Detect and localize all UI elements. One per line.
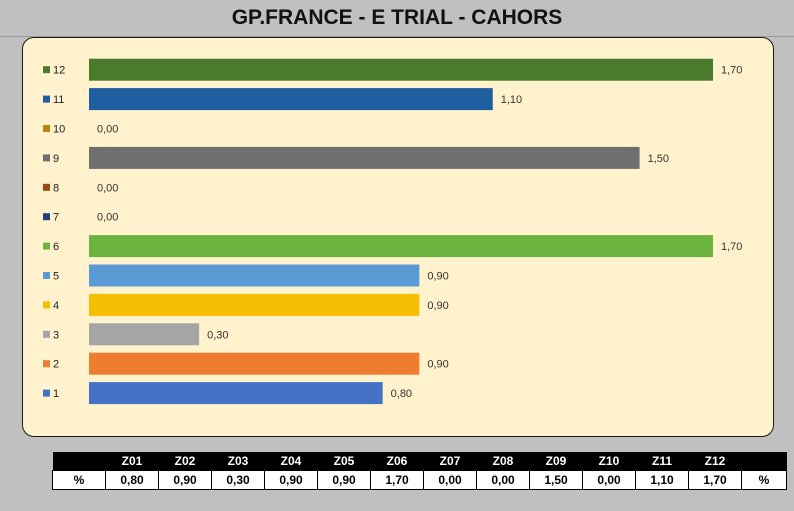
table-value-cell: 0,90: [264, 469, 318, 490]
category-label: 7: [53, 212, 59, 224]
table-value-cell: 0,30: [211, 469, 265, 490]
table-header-cell: Z10: [582, 452, 636, 470]
title-divider: [0, 36, 794, 37]
category-marker-4: [43, 301, 50, 309]
value-label: 1,50: [648, 153, 669, 165]
table-header-row: Z01 Z02 Z03 Z04 Z05 Z06 Z07 Z08 Z09 Z10 Z11 Z12: [52, 452, 787, 470]
table-header-cell: Z07: [423, 452, 477, 470]
category-marker-9: [43, 154, 50, 162]
table-value-cell: %: [52, 469, 106, 490]
category-label: 9: [53, 153, 59, 165]
table-value-cell: 0,00: [423, 469, 477, 490]
category-label: 8: [53, 182, 59, 194]
value-label: 0,30: [207, 329, 228, 341]
chart-title: GP.FRANCE - E TRIAL - CAHORS: [231, 6, 563, 29]
value-label: 0,90: [427, 300, 448, 312]
table-header-cell: Z05: [317, 452, 371, 470]
table-value-cell: 1,70: [370, 469, 424, 490]
table-value-cell: 0,00: [582, 469, 636, 490]
value-label: 0,90: [427, 271, 448, 283]
category-label: 3: [53, 329, 59, 341]
value-label: 0,80: [391, 388, 412, 400]
bar-4: [89, 293, 420, 316]
category-label: 5: [53, 271, 59, 283]
value-label: 1,70: [721, 241, 742, 253]
table-header-cell: Z06: [370, 452, 424, 470]
table-header-cell: Z01: [105, 452, 159, 470]
table-value-cell: 0,00: [476, 469, 530, 490]
category-label: 11: [53, 94, 64, 106]
category-marker-2: [43, 360, 50, 368]
category-label: 10: [53, 124, 65, 136]
category-marker-10: [43, 125, 50, 132]
table-value-cell: 0,90: [158, 469, 212, 490]
table-header-cell: Z04: [264, 452, 318, 470]
category-label: 6: [53, 241, 59, 253]
bar-9: [89, 146, 640, 169]
table-header-cell: Z08: [476, 452, 530, 470]
value-label: 0,00: [97, 212, 118, 224]
value-label: 0,90: [427, 359, 448, 371]
table-value-cell: 1,10: [635, 469, 689, 490]
bar-12: [89, 58, 713, 81]
category-marker-11: [43, 95, 50, 103]
value-label: 0,00: [97, 124, 118, 136]
table-values-row: % 0,80 0,90 0,30 0,90 0,90 1,70 0,00 0,00 1,50 0,0…: [52, 469, 787, 490]
bar-5: [89, 264, 420, 287]
bar-11: [89, 88, 493, 111]
bar-3: [89, 323, 200, 346]
category-marker-1: [43, 389, 50, 397]
category-marker-8: [43, 183, 50, 191]
value-label: 1,70: [721, 65, 742, 77]
table-value-cell: 1,70: [688, 469, 742, 490]
category-label: 1: [53, 388, 59, 400]
table-header-cell: Z02: [158, 452, 212, 470]
table-value-cell: %: [741, 469, 787, 490]
table-header-cell: [52, 452, 106, 470]
category-marker-5: [43, 272, 50, 279]
category-marker-6: [43, 242, 50, 250]
table-header-cell: Z12: [688, 452, 742, 470]
table-value-cell: 0,80: [105, 469, 159, 490]
table-header-cell: Z03: [211, 452, 265, 470]
table-value-cell: 0,90: [317, 469, 371, 490]
category-label: 2: [53, 359, 59, 371]
chart-panel: 12 1,70 11 1,10 10 0,00 9 1,50 8 0,00 7 0,00 6 1,70 5 0…: [22, 37, 774, 437]
value-label: 0,00: [97, 182, 118, 194]
value-label: 1,10: [501, 94, 522, 106]
bar-1: [89, 382, 383, 405]
bar-6: [89, 235, 713, 258]
category-marker-3: [43, 330, 50, 338]
table-header-cell: Z11: [635, 452, 689, 470]
data-table: Z01 Z02 Z03 Z04 Z05 Z06 Z07 Z08 Z09 Z10 Z11 Z12 % 0,…: [52, 452, 787, 490]
table-header-cell: Z09: [529, 452, 583, 470]
category-marker-12: [43, 66, 50, 74]
category-marker-7: [43, 213, 50, 221]
category-label: 4: [53, 300, 59, 312]
category-label: 12: [53, 65, 65, 77]
bar-2: [89, 352, 420, 375]
table-header-cell: [741, 452, 787, 470]
table-value-cell: 1,50: [529, 469, 583, 490]
